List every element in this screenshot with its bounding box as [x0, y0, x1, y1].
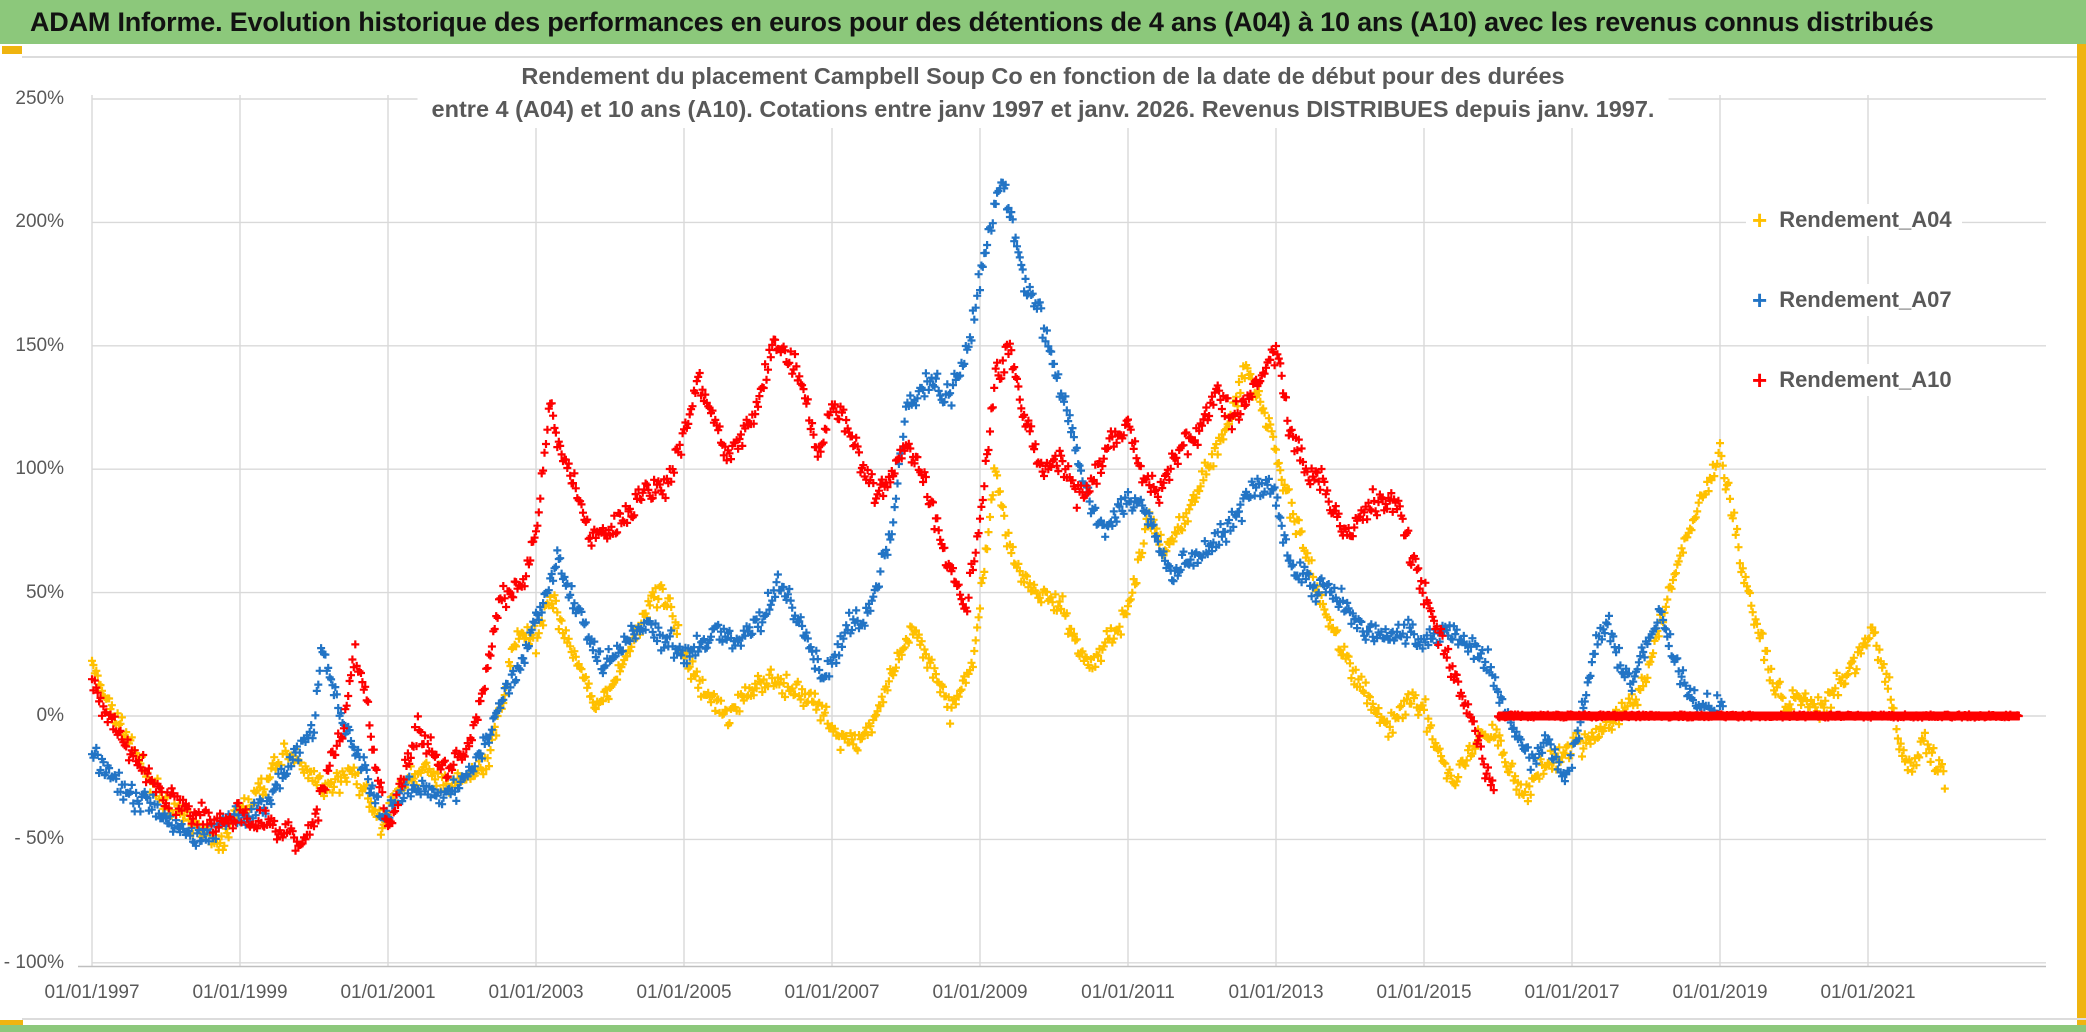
- x-tick-label: 01/01/2005: [636, 982, 732, 1003]
- header-bar: ADAM Informe. Evolution historique des p…: [0, 0, 2086, 44]
- y-tick-label: 0%: [36, 705, 64, 726]
- legend-item-rendement-a04[interactable]: + Rendement_A04: [1746, 204, 1962, 236]
- x-tick-label: 01/01/2019: [1672, 982, 1768, 1003]
- legend-item-rendement-a07[interactable]: + Rendement_A07: [1746, 284, 1962, 316]
- footer-bar: [0, 1025, 2086, 1032]
- x-tick-label: 01/01/2021: [1820, 982, 1916, 1003]
- plus-marker-icon: +: [1752, 285, 1768, 315]
- bottom-divider: [22, 1018, 2086, 1020]
- legend-label: Rendement_A10: [1779, 367, 1952, 392]
- top-divider: [22, 56, 2086, 58]
- y-tick-label: 200%: [15, 211, 64, 233]
- legend-label: Rendement_A07: [1779, 287, 1952, 312]
- y-tick-label: - 50%: [14, 828, 64, 850]
- y-tick-label: 50%: [25, 581, 64, 603]
- x-tick-label: 01/01/1999: [192, 982, 288, 1003]
- x-tick-label: 01/01/2017: [1524, 982, 1620, 1003]
- chart-title-line2: entre 4 (A04) et 10 ans (A10). Cotations…: [431, 96, 1655, 122]
- x-tick-label: 01/01/1997: [44, 982, 140, 1003]
- x-tick-label: 01/01/2013: [1228, 982, 1324, 1003]
- chart-title: Rendement du placement Campbell Soup Co …: [417, 58, 1669, 128]
- plus-marker-icon: +: [1752, 205, 1768, 235]
- header-title: ADAM Informe. Evolution historique des p…: [30, 6, 1934, 37]
- legend-label: Rendement_A04: [1779, 207, 1952, 232]
- accent-topleft-gold: [2, 46, 22, 54]
- accent-bottomleft-gold: [0, 1020, 23, 1029]
- y-tick-label: 150%: [15, 334, 64, 356]
- legend-item-rendement-a10[interactable]: + Rendement_A10: [1746, 364, 1962, 396]
- x-tick-label: 01/01/2003: [488, 982, 584, 1003]
- chart-title-line1: Rendement du placement Campbell Soup Co …: [521, 63, 1565, 89]
- y-tick-label: 100%: [15, 458, 64, 480]
- x-tick-label: 01/01/2007: [784, 982, 880, 1003]
- x-tick-label: 01/01/2009: [932, 982, 1028, 1003]
- accent-right-gold: [2077, 44, 2086, 1032]
- y-tick-label: - 100%: [3, 951, 64, 973]
- x-tick-label: 01/01/2011: [1081, 982, 1175, 1003]
- y-tick-label: 250%: [15, 88, 64, 109]
- plus-marker-icon: +: [1752, 365, 1768, 395]
- x-tick-label: 01/01/2015: [1376, 982, 1472, 1003]
- x-tick-label: 01/01/2001: [340, 982, 436, 1003]
